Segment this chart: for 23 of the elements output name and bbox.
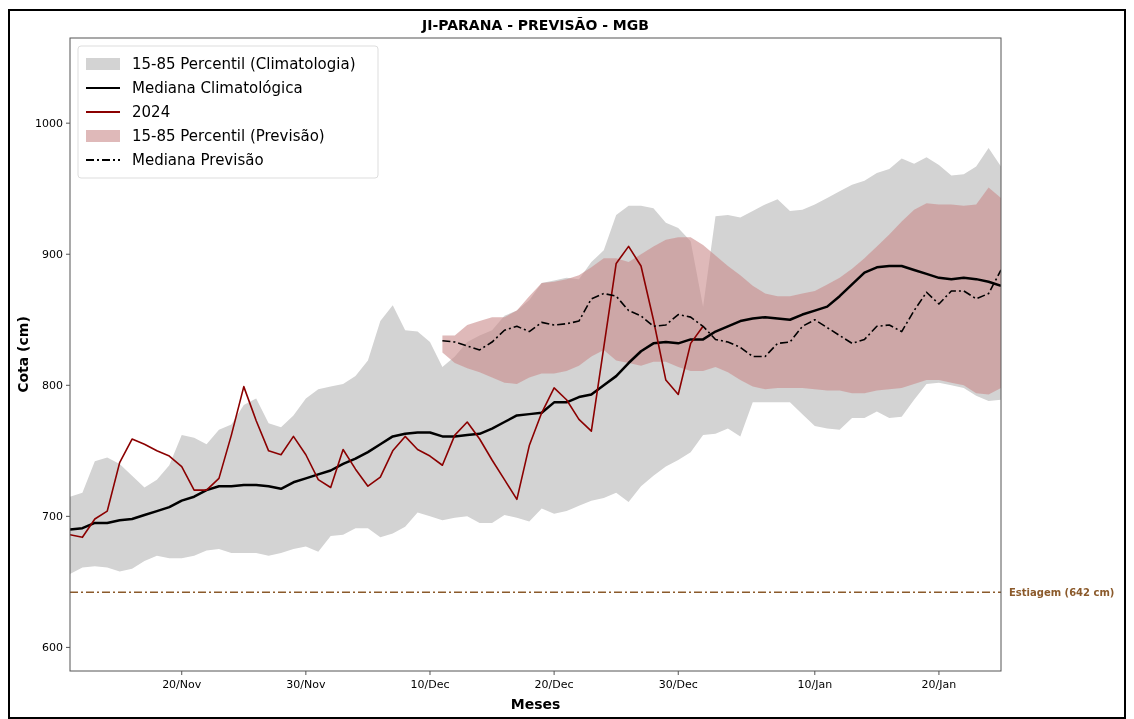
y-tick-label: 1000: [35, 117, 63, 131]
legend-label: 15-85 Percentil (Climatologia): [132, 55, 356, 73]
legend-label: 2024: [132, 103, 171, 121]
x-tick-label: 30/Nov: [286, 678, 326, 691]
legend-label: Mediana Previsão: [132, 151, 264, 169]
y-tick-label: 700: [42, 510, 63, 524]
y-axis-title: Cota (cm): [15, 316, 31, 393]
x-axis-title: Meses: [510, 696, 561, 712]
x-tick-label: 10/Jan: [797, 678, 833, 691]
legend-label: 15-85 Percentil (Previsão): [132, 127, 325, 145]
line-series: [70, 264, 1001, 531]
line-series: [70, 245, 704, 539]
legend-label: Mediana Climatológica: [132, 79, 303, 97]
y-tick-label: 900: [42, 248, 63, 262]
y-tick-label: 800: [42, 379, 63, 393]
y-tick-label: 600: [42, 641, 63, 655]
x-tick-label: 10/Dec: [410, 678, 450, 691]
x-tick-label: 20/Nov: [162, 678, 202, 691]
chart-title: JI-PARANA - PREVISÃO - MGB: [421, 17, 649, 33]
ref-line-label: Estiagem (642 cm): [1009, 587, 1115, 599]
x-tick-label: 20/Jan: [921, 678, 957, 691]
x-tick-label: 30/Dec: [658, 678, 698, 691]
x-tick-label: 20/Dec: [534, 678, 574, 691]
